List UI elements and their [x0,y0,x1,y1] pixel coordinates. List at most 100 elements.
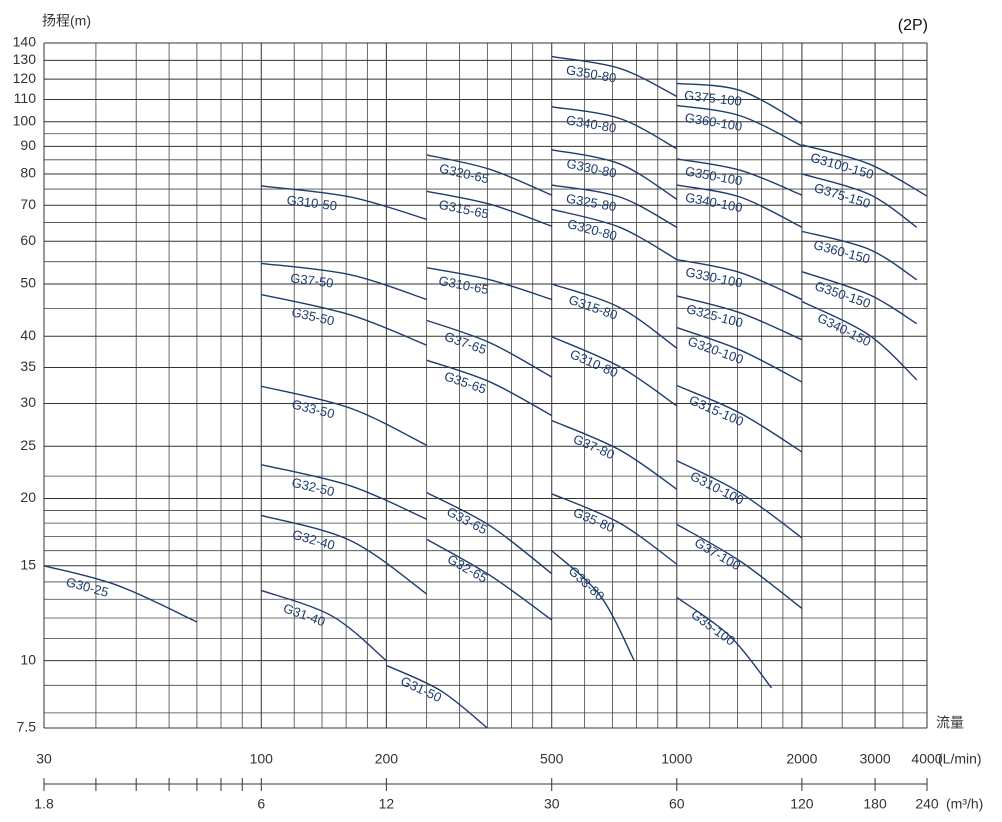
curve-label: G340-150 [815,310,873,349]
pump-curve [261,293,427,346]
curve-label: G310-65 [437,273,490,297]
pump-curve [426,359,553,417]
y-tick-label: 130 [13,51,37,67]
x2-tick-label: 120 [790,796,814,812]
pump-curve [801,300,918,381]
curve-label: G310-50 [286,192,338,213]
curve-label: G315-100 [687,392,746,429]
y-tick-label: 40 [20,327,36,343]
curve-label: G35-100 [688,607,738,649]
pump-curve [261,262,427,301]
x2-tick-label: 6 [257,796,265,812]
chart-title: (2P) [898,17,928,34]
x2-tick-label: 60 [669,796,685,812]
curve-label: G320-100 [686,334,746,367]
pump-curve [676,82,803,125]
x2-tick-label: 180 [863,796,887,812]
pump-curve [801,271,918,325]
curve-label: G33-50 [290,397,336,422]
pump-curve [676,158,803,196]
pump-curve [261,464,427,520]
pump-curve [801,144,928,197]
pump-curve [676,596,773,689]
x-tick-label: 3000 [860,751,891,767]
x-tick-label: 1000 [661,751,692,767]
x2-tick-label: 1.8 [34,796,54,812]
pump-curve [261,514,428,595]
x-tick-label: 4000 [911,751,942,767]
pump-curve [386,664,488,729]
pump-curve [676,258,803,301]
curve-label: G32-40 [291,527,337,553]
x-tick-label: 200 [375,751,399,767]
pump-curve [676,460,803,539]
pump-curve [551,336,678,407]
y-tick-label: 10 [20,651,36,667]
curve-label: G330-100 [684,264,744,290]
curve-label: G315-65 [438,197,491,222]
y-tick-label: 15 [20,556,36,572]
x2-tick-label: 12 [379,796,395,812]
y-tick-label: 80 [20,165,36,181]
x-tick-label: 500 [540,751,564,767]
y-tick-label: 100 [13,112,37,128]
y-tick-label: 30 [20,394,36,410]
curve-label: G350-100 [684,163,744,188]
x-axis-unit: (L/min) [938,751,982,767]
y-tick-label: 35 [20,358,36,374]
curve-label: G33-65 [444,504,489,537]
pump-curve [426,154,552,196]
curve-label: G32-50 [290,475,336,500]
pump-curve [261,589,387,662]
x-axis-title: 流量 [936,715,964,731]
pump-curve [261,185,427,221]
x2-axis-unit: (m³/h) [946,796,983,812]
pump-curve [551,106,678,150]
curve-label: G340-100 [684,190,744,215]
pump-curve [551,283,678,349]
y-tick-label: 110 [14,90,37,106]
pump-curve [426,190,552,227]
pump-curve [676,104,803,147]
x2-tick-label: 240 [915,796,939,812]
curve-label: G37-100 [692,535,743,573]
y-tick-label: 50 [20,275,36,291]
pump-curve [551,184,678,228]
y-axis-title: 扬程(m) [42,13,91,29]
pump-curve [676,326,803,383]
pump-curve [801,230,918,281]
curves: G30-25G31-40G31-50G32-40G32-50G33-50G35-… [43,55,928,729]
pump-curve [676,184,803,228]
curve-label: G375-100 [683,88,742,109]
pump-curve [426,319,553,378]
pump-curve [551,149,678,200]
curve-label: G30-25 [64,574,110,600]
y-tick-label: 140 [13,34,37,50]
x2-tick-label: 30 [544,796,560,812]
pump-curve [801,173,918,228]
pump-curve [676,295,803,341]
x-tick-label: 2000 [786,751,817,767]
y-tick-label: 20 [20,489,36,505]
curve-label: G33-80 [566,563,608,604]
curve-label: G37-50 [289,270,334,290]
pump-curve [551,55,678,98]
pump-curve [676,523,803,609]
curve-label: G320-65 [438,161,491,187]
y-tick-label: 120 [13,70,37,86]
pump-curve [676,384,803,453]
curve-label: G32-65 [445,551,490,586]
curve-label: G35-80 [571,504,617,535]
pump-curve [43,565,198,623]
pump-curve [551,419,678,490]
curve-label: G320-80 [566,216,619,243]
curve-label: G35-50 [290,304,336,328]
curve-label: G31-50 [398,673,444,705]
grid [43,42,928,729]
y-tick-label: 25 [20,437,36,453]
pump-curve [261,385,427,446]
pump-curve [426,267,552,301]
x-tick-label: 30 [36,751,52,767]
curve-label: G350-150 [813,278,873,311]
